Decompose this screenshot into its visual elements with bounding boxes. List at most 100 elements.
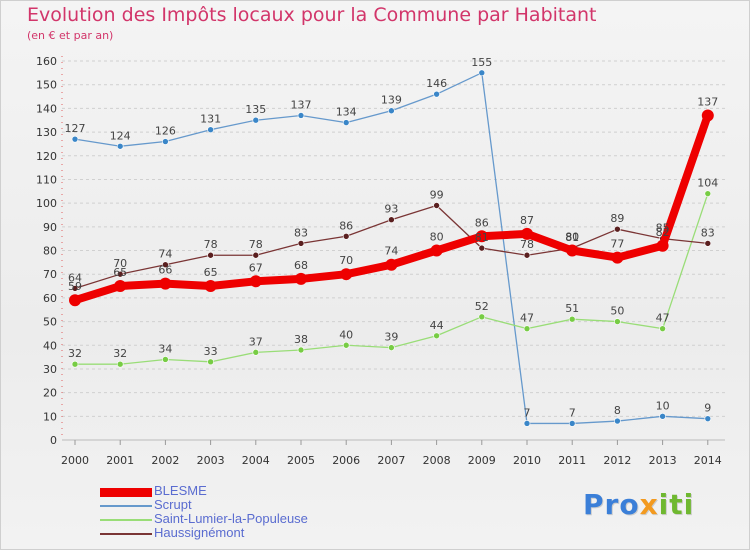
data-point bbox=[340, 268, 353, 281]
data-point bbox=[114, 280, 127, 293]
x-tick-label: 2001 bbox=[106, 454, 134, 467]
data-point bbox=[656, 239, 669, 252]
data-point bbox=[116, 142, 124, 150]
data-point bbox=[611, 251, 624, 264]
data-label: 44 bbox=[430, 319, 444, 332]
data-point bbox=[566, 244, 579, 257]
data-label: 37 bbox=[249, 335, 263, 348]
data-point bbox=[433, 90, 440, 98]
data-label: 7 bbox=[569, 406, 576, 419]
y-tick-label: 160 bbox=[36, 55, 57, 68]
data-point bbox=[116, 360, 124, 368]
data-point bbox=[207, 126, 214, 133]
y-tick-label: 90 bbox=[43, 221, 57, 234]
data-label: 124 bbox=[110, 129, 131, 142]
series-layer bbox=[69, 69, 714, 427]
data-label: 137 bbox=[291, 98, 312, 111]
legend-label: BLESME bbox=[154, 483, 207, 498]
data-point bbox=[523, 251, 531, 259]
data-label: 155 bbox=[471, 56, 492, 69]
x-tick-label: 2000 bbox=[61, 454, 89, 467]
data-label: 65 bbox=[113, 266, 127, 279]
data-label: 135 bbox=[245, 103, 266, 116]
chart-subtitle: (en € et par an) bbox=[27, 29, 114, 42]
legend-label: Haussignémont bbox=[154, 525, 245, 540]
data-label: 32 bbox=[113, 347, 127, 360]
y-tick-label: 70 bbox=[43, 268, 57, 281]
data-label: 83 bbox=[701, 226, 715, 239]
x-tick-label: 2012 bbox=[603, 454, 631, 467]
data-label: 65 bbox=[204, 266, 218, 279]
data-point bbox=[204, 280, 217, 293]
data-point bbox=[659, 325, 666, 332]
data-point bbox=[523, 420, 531, 427]
data-label: 78 bbox=[249, 238, 263, 251]
data-label: 9 bbox=[704, 402, 711, 415]
x-axis: 2000 2001 2002 2003 2004 2005 2006 2007 2008 2009… bbox=[61, 439, 725, 467]
data-point bbox=[207, 251, 214, 259]
chart-title: Evolution des Impôts locaux pour la Comm… bbox=[27, 4, 597, 26]
data-label: 77 bbox=[610, 238, 624, 251]
data-label: 146 bbox=[426, 77, 447, 90]
data-label: 40 bbox=[339, 328, 353, 341]
y-tick-label: 0 bbox=[50, 434, 57, 447]
data-label: 104 bbox=[697, 177, 718, 190]
legend-swatch bbox=[100, 488, 152, 497]
data-label: 81 bbox=[475, 231, 489, 244]
y-tick-label: 10 bbox=[43, 410, 57, 423]
data-point bbox=[252, 349, 260, 356]
data-point bbox=[295, 272, 307, 285]
y-tick-label: 50 bbox=[43, 316, 57, 329]
data-point bbox=[297, 240, 305, 247]
data-label: 47 bbox=[520, 312, 534, 325]
data-point bbox=[568, 420, 576, 427]
data-point bbox=[478, 69, 486, 77]
data-label: 7 bbox=[524, 406, 531, 419]
x-tick-label: 2008 bbox=[423, 454, 451, 467]
data-point bbox=[475, 230, 488, 243]
data-label: 139 bbox=[381, 94, 402, 107]
data-point bbox=[433, 202, 440, 209]
data-point bbox=[704, 415, 712, 422]
data-point bbox=[478, 244, 486, 252]
data-point bbox=[701, 109, 714, 122]
data-point bbox=[162, 261, 169, 269]
data-point bbox=[252, 116, 260, 124]
x-tick-label: 2014 bbox=[694, 454, 722, 467]
data-point bbox=[297, 346, 305, 354]
data-point bbox=[207, 358, 214, 366]
data-point bbox=[568, 315, 576, 323]
data-point bbox=[342, 119, 350, 126]
data-label: 10 bbox=[656, 399, 670, 412]
y-tick-label: 30 bbox=[43, 363, 57, 376]
data-point bbox=[249, 275, 262, 288]
y-axis: 0 10 20 30 40 50 60 70 80 90 100 110 120 130 140 150 160 bbox=[36, 55, 63, 447]
x-tick-label: 2009 bbox=[468, 454, 496, 467]
data-point bbox=[614, 417, 621, 425]
x-tick-label: 2002 bbox=[151, 454, 179, 467]
data-label: 67 bbox=[249, 261, 263, 274]
data-label: 64 bbox=[68, 271, 82, 284]
data-point bbox=[704, 240, 712, 247]
legend-label: Scrupt bbox=[154, 497, 192, 512]
data-label: 52 bbox=[475, 300, 489, 313]
data-point bbox=[342, 232, 350, 240]
x-tick-label: 2010 bbox=[513, 454, 541, 467]
data-label: 85 bbox=[656, 222, 670, 235]
data-point bbox=[71, 360, 79, 368]
data-point bbox=[523, 325, 531, 332]
data-point bbox=[342, 341, 350, 349]
x-tick-label: 2005 bbox=[287, 454, 315, 467]
data-label: 81 bbox=[565, 231, 579, 244]
data-label: 80 bbox=[565, 231, 579, 244]
data-label: 126 bbox=[155, 125, 176, 138]
data-point bbox=[162, 356, 169, 363]
data-label: 87 bbox=[520, 214, 534, 227]
data-label: 86 bbox=[339, 219, 353, 232]
logo-part-1: Pro bbox=[583, 488, 640, 521]
data-point bbox=[388, 216, 395, 224]
data-point bbox=[659, 413, 666, 420]
data-point bbox=[116, 270, 124, 278]
